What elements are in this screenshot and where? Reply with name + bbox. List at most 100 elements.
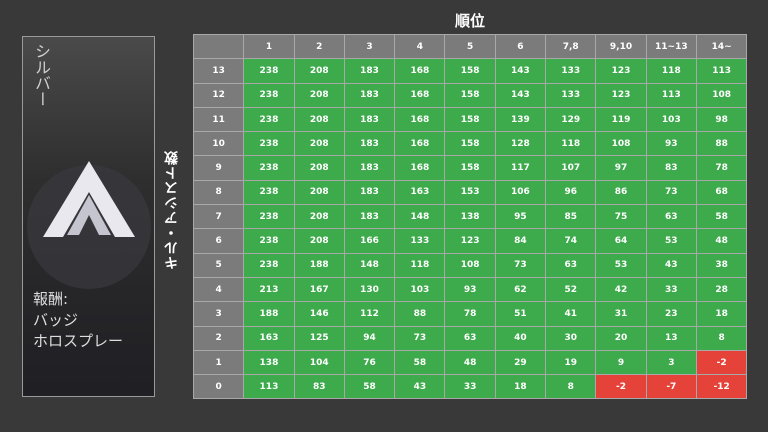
points-cell: 18 <box>695 301 748 327</box>
points-cell: 208 <box>293 82 345 108</box>
points-cell: -2 <box>695 349 748 376</box>
points-cell: 63 <box>444 325 496 351</box>
points-cell: 78 <box>444 301 496 327</box>
row-header: 8 <box>192 179 245 206</box>
points-cell: 183 <box>343 131 396 157</box>
column-header: 3 <box>343 33 396 60</box>
header-row: 1 2 3 4 5 6 7,8 9,10 11~13 14~ <box>192 33 748 60</box>
points-cell: 130 <box>343 276 396 303</box>
row-header: 1 <box>192 349 245 376</box>
row-header: 7 <box>192 204 245 230</box>
points-cell: 63 <box>645 204 697 230</box>
points-cell: 98 <box>695 106 748 133</box>
points-cell: 188 <box>293 252 345 278</box>
points-cell: 62 <box>494 276 547 303</box>
column-header: 4 <box>394 33 446 60</box>
points-cell: 183 <box>343 82 396 108</box>
table-row: 1 138 104 76 58 48 29 19 9 3 -2 <box>192 349 748 376</box>
points-cell: 41 <box>545 301 597 327</box>
points-cell: 93 <box>645 131 697 157</box>
points-cell: 108 <box>695 82 748 108</box>
points-cell: 163 <box>243 325 295 351</box>
points-cell: 183 <box>343 155 396 181</box>
points-cell: 53 <box>645 228 697 254</box>
points-cell: 133 <box>545 58 597 84</box>
row-header: 3 <box>192 301 245 327</box>
points-cell: 117 <box>494 155 547 181</box>
points-cell: 158 <box>444 155 496 181</box>
table-row: 0 113 83 58 43 33 18 8 -2 -7 -12 <box>192 374 748 400</box>
points-cell: 167 <box>293 276 345 303</box>
column-header: 9,10 <box>595 33 647 60</box>
points-cell: 168 <box>394 131 446 157</box>
points-cell: 238 <box>243 228 295 254</box>
points-cell: 183 <box>343 204 396 230</box>
points-cell: 88 <box>394 301 446 327</box>
points-cell: 33 <box>444 374 496 400</box>
points-cell: -7 <box>645 374 697 400</box>
points-cell: 168 <box>394 58 446 84</box>
points-cell: 64 <box>595 228 647 254</box>
points-cell: 23 <box>645 301 697 327</box>
points-cell: 133 <box>394 228 446 254</box>
column-header: 14~ <box>695 33 748 60</box>
reward-card: シルバー 報酬: バッジ ホロスプレー <box>22 36 155 397</box>
table-row: 9 238 208 183 168 158 117 107 97 83 78 <box>192 155 748 181</box>
points-cell: 139 <box>494 106 547 133</box>
points-cell: 51 <box>494 301 547 327</box>
points-cell: 113 <box>645 82 697 108</box>
row-header: 4 <box>192 276 245 303</box>
table-row: 4 213 167 130 103 93 62 52 42 33 28 <box>192 276 748 303</box>
points-cell: 158 <box>444 82 496 108</box>
points-cell: 108 <box>444 252 496 278</box>
points-cell: -2 <box>595 374 647 400</box>
points-cell: 118 <box>545 131 597 157</box>
reward-label: 報酬: <box>33 290 69 308</box>
column-header: 2 <box>293 33 345 60</box>
points-cell: 238 <box>243 58 295 84</box>
points-cell: 3 <box>645 349 697 376</box>
reward-list: 報酬: バッジ ホロスプレー <box>33 289 123 352</box>
points-cell: 123 <box>444 228 496 254</box>
points-cell: 8 <box>695 325 748 351</box>
points-cell: 163 <box>394 179 446 206</box>
points-cell: 113 <box>243 374 295 400</box>
points-cell: 42 <box>595 276 647 303</box>
points-cell: 53 <box>595 252 647 278</box>
points-cell: 183 <box>343 179 396 206</box>
points-cell: 8 <box>545 374 597 400</box>
column-header: 7,8 <box>545 33 597 60</box>
points-cell: 103 <box>645 106 697 133</box>
points-cell: 48 <box>695 228 748 254</box>
points-cell: 238 <box>243 131 295 157</box>
points-cell: 238 <box>243 106 295 133</box>
points-cell: 158 <box>444 106 496 133</box>
row-header: 13 <box>192 58 245 84</box>
points-cell: 158 <box>444 131 496 157</box>
points-cell: 146 <box>293 301 345 327</box>
points-cell: 30 <box>545 325 597 351</box>
points-cell: 19 <box>545 349 597 376</box>
points-cell: 73 <box>394 325 446 351</box>
points-cell: 208 <box>293 155 345 181</box>
reward-item: ホロスプレー <box>33 332 124 350</box>
points-cell: 238 <box>243 204 295 230</box>
points-cell: 106 <box>494 179 547 206</box>
points-cell: 43 <box>394 374 446 400</box>
points-cell: 208 <box>293 58 345 84</box>
points-cell: 103 <box>394 276 446 303</box>
points-cell: 31 <box>595 301 647 327</box>
points-cell: 95 <box>494 204 547 230</box>
points-cell: 76 <box>343 349 396 376</box>
points-cell: 58 <box>695 204 748 230</box>
points-cell: 107 <box>545 155 597 181</box>
points-cell: 168 <box>394 82 446 108</box>
row-title: キル・アシスト数 <box>164 150 180 270</box>
points-cell: 168 <box>394 155 446 181</box>
points-cell: 58 <box>394 349 446 376</box>
points-cell: 118 <box>394 252 446 278</box>
table-row: 8 238 208 183 163 153 106 96 86 73 68 <box>192 179 748 206</box>
rank-name: シルバー <box>32 43 51 107</box>
points-cell: 123 <box>595 58 647 84</box>
